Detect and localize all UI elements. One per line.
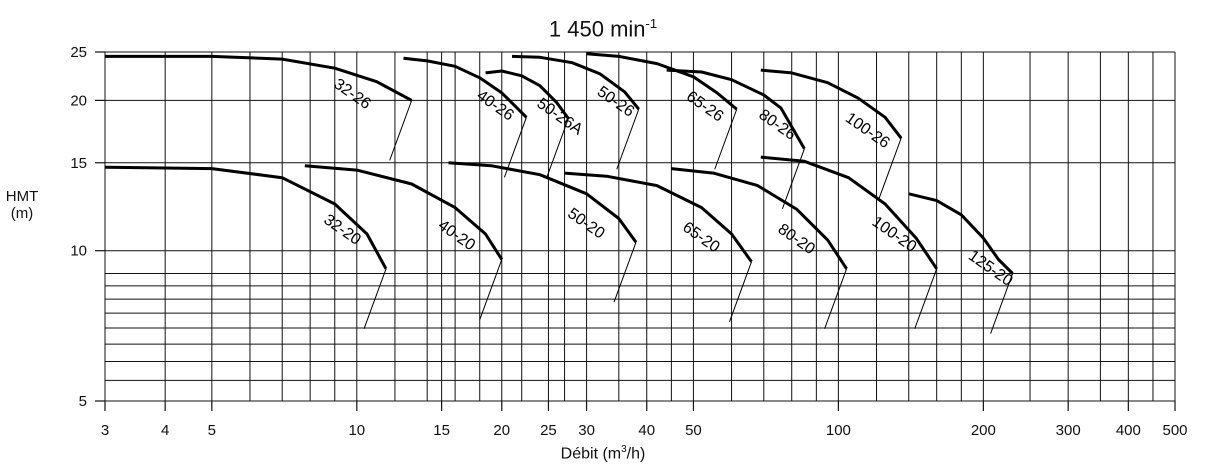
curve-envelope-line [781, 148, 805, 209]
y-axis-label-line1: HMT [5, 188, 39, 205]
pump-curve-80-20 [671, 167, 848, 270]
y-tick-label: 20 [70, 92, 87, 109]
x-axis-label-text: Débit (m [560, 445, 622, 463]
curve-label: 50-26A [534, 95, 586, 139]
x-tick-label: 200 [971, 422, 996, 439]
pump-curve-32-26 [105, 54, 413, 102]
x-tick-label: 4 [161, 422, 169, 439]
x-tick-label: 100 [826, 422, 851, 439]
x-tick-label: 10 [348, 422, 365, 439]
x-axis-label: Débit (m3/h) [0, 444, 1206, 463]
y-tick-label: 15 [70, 155, 87, 172]
x-tick-label: 300 [1056, 422, 1081, 439]
curve-envelope-line [613, 242, 637, 303]
pump-curve-50-26 [511, 54, 640, 111]
x-tick-label: 3 [101, 422, 109, 439]
curve-layer [104, 52, 1014, 334]
curve-envelope-line [714, 109, 738, 170]
x-axis-label-superscript: 3 [621, 444, 627, 455]
x-tick-label: 15 [433, 422, 450, 439]
y-tick-label: 25 [70, 44, 87, 61]
pump-curve-65-20 [564, 171, 753, 263]
curve-envelope-line [914, 268, 938, 329]
pump-curve-50-20 [448, 161, 638, 244]
chart-title-text: 1 450 min [548, 16, 646, 42]
curve-envelope-line [479, 259, 503, 320]
curve-envelope-line [503, 117, 527, 178]
x-tick-label: 400 [1116, 422, 1141, 439]
x-tick-label: 5 [208, 422, 216, 439]
x-tick-label: 25 [540, 422, 557, 439]
x-axis-label-tail: /h) [626, 445, 646, 463]
pump-curve-50-26A [485, 69, 570, 120]
curve-envelope-line [545, 118, 569, 179]
y-axis-label-line2: (m) [10, 205, 34, 222]
x-tick-label: 40 [638, 422, 655, 439]
curve-envelope-line [824, 268, 848, 329]
pump-curve-100-26 [760, 68, 903, 140]
curve-label: 32-26 [330, 76, 373, 113]
pump-curve-80-26 [666, 68, 806, 150]
curve-envelope-line [616, 109, 640, 170]
x-tick-label: 20 [493, 422, 510, 439]
pump-curve-100-20 [760, 155, 938, 270]
chart-title-superscript: -1 [645, 16, 658, 31]
curve-label: 50-20 [564, 205, 607, 242]
x-tick-label: 30 [578, 422, 595, 439]
y-axis-label: HMT (m) [4, 188, 40, 222]
y-tick-label: 5 [79, 393, 87, 410]
curve-label: 80-20 [775, 221, 818, 258]
label-layer: 32-26 40-26 50-26A 50-26 65-26 80-26 100-2632-… [320, 76, 1015, 290]
curve-label: 32-20 [320, 211, 363, 248]
curve-envelope-line [729, 261, 752, 322]
pump-curve-32-20 [104, 165, 388, 270]
curve-envelope-line [389, 100, 413, 161]
chart-title: 1 450 min-1 [0, 16, 1206, 42]
pump-curve-40-20 [304, 164, 504, 261]
curve-label: 80-26 [755, 106, 798, 143]
pump-curve-125-20 [908, 192, 1014, 275]
curve-label: 50-26 [594, 83, 637, 120]
y-tick-label: 10 [70, 243, 87, 260]
curve-envelope-line [990, 273, 1014, 334]
axis-layer: 3 4 5 10 15 20 25 30 40 50 100 200 300 400 500 5 10 15 20 2… [70, 44, 1187, 439]
x-tick-label: 500 [1162, 422, 1187, 439]
curve-envelope-line [363, 268, 387, 329]
curve-envelope-line [878, 138, 902, 199]
x-tick-label: 50 [685, 422, 702, 439]
pump-curve-40-26 [403, 56, 528, 119]
grid-layer [104, 51, 1176, 402]
